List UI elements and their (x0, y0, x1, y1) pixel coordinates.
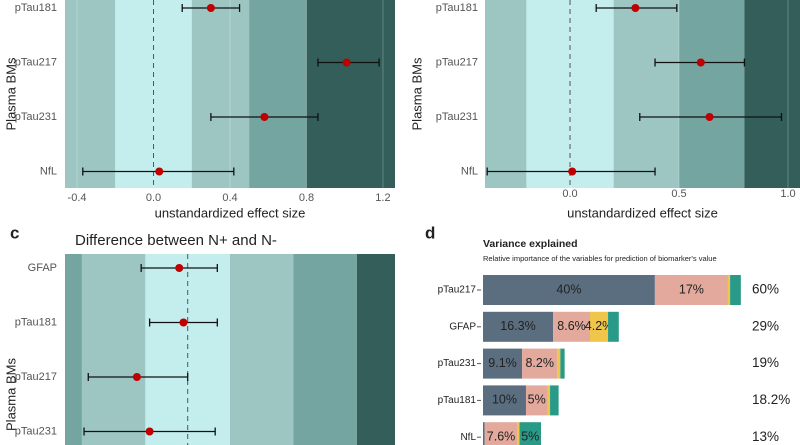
bar-segment (484, 422, 518, 445)
y-tick-label: pTau231 (438, 358, 477, 369)
chart-title: Difference between N+ and N- (75, 232, 277, 249)
point-estimate (132, 373, 141, 381)
y-axis-label: Plasma BMs (3, 358, 18, 431)
effect-band (744, 0, 800, 188)
value-label: 10% (492, 393, 517, 407)
effect-band (65, 0, 116, 188)
x-tick-label: 0.0 (562, 188, 577, 200)
panel-label: d (425, 223, 435, 242)
x-tick-label: 0.0 (146, 192, 161, 204)
value-label: 8.2% (525, 356, 554, 370)
value-label: 17% (679, 282, 704, 296)
total-label: 60% (752, 282, 779, 297)
bar-segment (553, 311, 591, 342)
effect-band (679, 0, 745, 188)
value-label: 5% (528, 393, 546, 407)
effect-band (485, 0, 527, 188)
bar-segment (654, 275, 728, 305)
value-label: 9.1% (488, 356, 517, 370)
value-label: 5% (521, 429, 539, 443)
bar-segment (483, 311, 554, 342)
x-tick-label: 0.8 (299, 192, 314, 204)
y-tick-label: pTau217 (15, 56, 57, 68)
bar-segment (547, 385, 551, 416)
x-tick-label: -0.4 (68, 192, 87, 204)
effect-band (356, 254, 395, 445)
point-estimate (260, 113, 269, 121)
y-tick-label: NfL (40, 165, 57, 177)
point-estimate (206, 4, 215, 12)
y-tick-label: pTau217 (438, 285, 477, 296)
x-axis-label: unstandardized effect size (567, 205, 718, 220)
bar-segment (557, 348, 561, 379)
total-label: 18.2% (752, 392, 790, 407)
x-tick-label: 0.4 (222, 192, 237, 204)
bar-segment (560, 348, 565, 379)
bar-segment (590, 311, 609, 342)
bar-segment (727, 275, 731, 305)
y-axis-label: Plasma BMs (409, 57, 424, 130)
y-tick-label: pTau181 (15, 2, 57, 14)
panel-label: c (10, 223, 19, 242)
point-estimate (179, 318, 188, 327)
y-axis-label: Plasma BMs (3, 57, 18, 130)
y-tick-label: pTau231 (15, 425, 57, 437)
bar-segment (483, 422, 485, 445)
x-tick-label: 1.2 (375, 192, 390, 204)
point-estimate (175, 264, 184, 272)
x-axis-label: unstandardized effect size (155, 205, 306, 220)
chart-title: Variance explained (483, 238, 578, 250)
x-tick-label: 0.5 (671, 188, 686, 200)
effect-band (230, 254, 294, 445)
y-tick-label: NfL (461, 165, 478, 177)
bar-segment (517, 422, 520, 445)
total-label: 29% (752, 318, 779, 333)
effect-band (191, 0, 250, 188)
bar-segment (483, 385, 526, 416)
effect-band (65, 254, 82, 445)
total-label: 19% (752, 355, 779, 370)
chart-subtitle: Relative importance of the variables for… (483, 254, 717, 263)
x-tick-label: 1.0 (780, 188, 795, 200)
effect-band (293, 254, 357, 445)
y-tick-label: pTau181 (438, 395, 477, 406)
bar-segment (525, 385, 548, 416)
bar-segment (519, 422, 542, 445)
point-estimate (705, 113, 714, 121)
y-tick-label: pTau231 (15, 111, 57, 123)
effect-band (249, 0, 307, 188)
value-label: 7.6% (487, 429, 516, 443)
effect-band (306, 0, 395, 188)
value-label: 16.3% (500, 319, 535, 333)
effect-band (81, 254, 146, 445)
bar-segment (522, 348, 558, 379)
point-estimate (568, 167, 577, 176)
value-label: 40% (556, 282, 581, 296)
y-tick-label: pTau231 (436, 111, 478, 123)
point-estimate (155, 167, 164, 176)
bar-segment (730, 275, 741, 305)
bar-segment (483, 348, 523, 379)
bar-segment (608, 311, 619, 342)
point-estimate (696, 58, 705, 67)
point-estimate (342, 58, 351, 67)
y-tick-label: GFAP (28, 262, 57, 274)
y-tick-label: pTau217 (436, 56, 478, 68)
y-tick-label: GFAP (449, 321, 476, 332)
y-tick-label: NfL (460, 432, 476, 443)
bar-segment (483, 275, 655, 305)
value-label: 4.2% (585, 319, 614, 333)
total-label: 13% (752, 429, 779, 444)
value-label: 8.6% (557, 319, 586, 333)
y-tick-label: pTau217 (15, 371, 57, 383)
y-tick-label: pTau181 (436, 2, 478, 14)
effect-band (613, 0, 680, 188)
bar-segment (550, 385, 559, 416)
y-tick-label: pTau181 (15, 316, 57, 328)
point-estimate (631, 4, 640, 12)
point-estimate (145, 427, 154, 436)
